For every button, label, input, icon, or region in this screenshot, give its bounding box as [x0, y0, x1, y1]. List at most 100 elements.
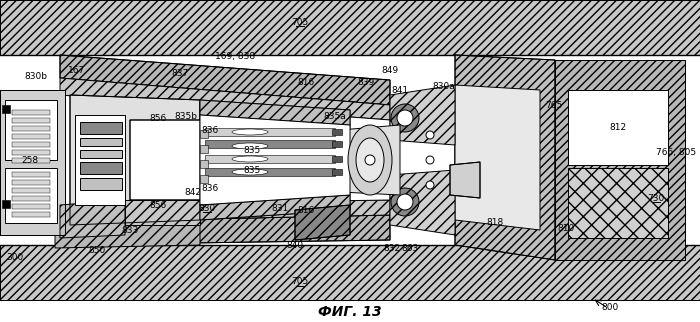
Polygon shape: [200, 115, 350, 205]
Polygon shape: [60, 215, 390, 245]
Polygon shape: [125, 200, 200, 225]
Text: 705: 705: [291, 278, 309, 287]
Ellipse shape: [365, 155, 375, 165]
Bar: [12, 196, 50, 201]
Bar: [0, 245, 700, 300]
Bar: [12, 118, 50, 123]
Bar: [205, 168, 335, 176]
Bar: [80, 162, 122, 174]
Polygon shape: [60, 55, 390, 105]
Bar: [205, 140, 335, 148]
Text: 816: 816: [298, 78, 314, 87]
Bar: [0, 245, 700, 300]
Bar: [12, 110, 50, 115]
Text: 730: 730: [648, 194, 664, 203]
Polygon shape: [295, 205, 350, 240]
Bar: [0, 90, 65, 235]
Bar: [12, 134, 50, 139]
Bar: [80, 138, 122, 146]
Bar: [2, 200, 10, 208]
Ellipse shape: [232, 143, 268, 149]
Polygon shape: [390, 85, 455, 145]
Polygon shape: [455, 85, 540, 230]
Bar: [0, 90, 65, 235]
Text: 837: 837: [172, 69, 188, 78]
Polygon shape: [450, 162, 480, 198]
Text: 835b: 835b: [174, 111, 197, 120]
Bar: [75, 115, 125, 205]
Text: 810: 810: [557, 223, 575, 232]
Bar: [555, 60, 685, 260]
Bar: [332, 129, 342, 135]
Text: ФИГ. 13: ФИГ. 13: [318, 305, 382, 319]
Bar: [12, 204, 50, 209]
Ellipse shape: [426, 156, 434, 164]
Polygon shape: [60, 78, 390, 120]
Bar: [12, 180, 50, 185]
Polygon shape: [60, 95, 390, 205]
Text: 830: 830: [198, 204, 216, 213]
Ellipse shape: [391, 104, 419, 132]
Polygon shape: [200, 100, 350, 125]
Bar: [205, 155, 335, 163]
Text: 169, 838: 169, 838: [215, 52, 255, 61]
Text: 831: 831: [272, 204, 288, 213]
Bar: [568, 90, 668, 165]
Polygon shape: [60, 200, 390, 222]
Bar: [12, 158, 50, 163]
Bar: [205, 128, 335, 136]
Polygon shape: [340, 125, 400, 195]
Bar: [12, 172, 50, 177]
Text: 830a: 830a: [433, 81, 456, 90]
Bar: [200, 145, 208, 153]
Text: 863: 863: [401, 243, 419, 252]
Ellipse shape: [397, 110, 413, 126]
Bar: [80, 150, 122, 158]
Text: 258: 258: [22, 156, 38, 165]
Ellipse shape: [348, 125, 392, 195]
Polygon shape: [60, 200, 125, 238]
Bar: [200, 130, 208, 138]
Text: 850: 850: [88, 245, 106, 254]
Ellipse shape: [426, 131, 434, 139]
Text: 836: 836: [202, 184, 218, 193]
Bar: [12, 126, 50, 131]
Text: 849: 849: [382, 65, 398, 74]
Bar: [332, 141, 342, 147]
Text: 300: 300: [6, 253, 24, 262]
Text: 835: 835: [244, 146, 260, 155]
Text: 856: 856: [149, 201, 167, 210]
Text: 167: 167: [69, 65, 85, 74]
Polygon shape: [70, 95, 200, 225]
Text: 835a: 835a: [323, 111, 346, 120]
Ellipse shape: [232, 156, 268, 162]
Text: 705: 705: [291, 17, 309, 26]
Text: 833: 833: [121, 225, 139, 234]
Bar: [80, 122, 122, 134]
Ellipse shape: [232, 129, 268, 135]
Ellipse shape: [356, 138, 384, 182]
Text: 830b: 830b: [25, 71, 48, 80]
Text: 856: 856: [149, 113, 167, 122]
Bar: [200, 175, 208, 183]
Polygon shape: [390, 170, 455, 235]
Bar: [332, 156, 342, 162]
Text: 842: 842: [185, 187, 202, 196]
Polygon shape: [455, 55, 555, 260]
Text: 839: 839: [358, 78, 374, 87]
Text: 812: 812: [610, 122, 627, 131]
Text: 840: 840: [286, 241, 304, 250]
Ellipse shape: [426, 181, 434, 189]
Text: 818: 818: [486, 217, 503, 226]
Bar: [568, 168, 668, 238]
Bar: [2, 105, 10, 113]
Ellipse shape: [391, 188, 419, 216]
Ellipse shape: [232, 169, 268, 175]
Text: 836: 836: [202, 126, 218, 135]
Ellipse shape: [397, 194, 413, 210]
Text: 766, 805: 766, 805: [656, 147, 696, 156]
Text: 765: 765: [545, 100, 563, 109]
Bar: [12, 150, 50, 155]
Text: 800: 800: [601, 304, 619, 312]
Text: 841: 841: [391, 86, 409, 94]
